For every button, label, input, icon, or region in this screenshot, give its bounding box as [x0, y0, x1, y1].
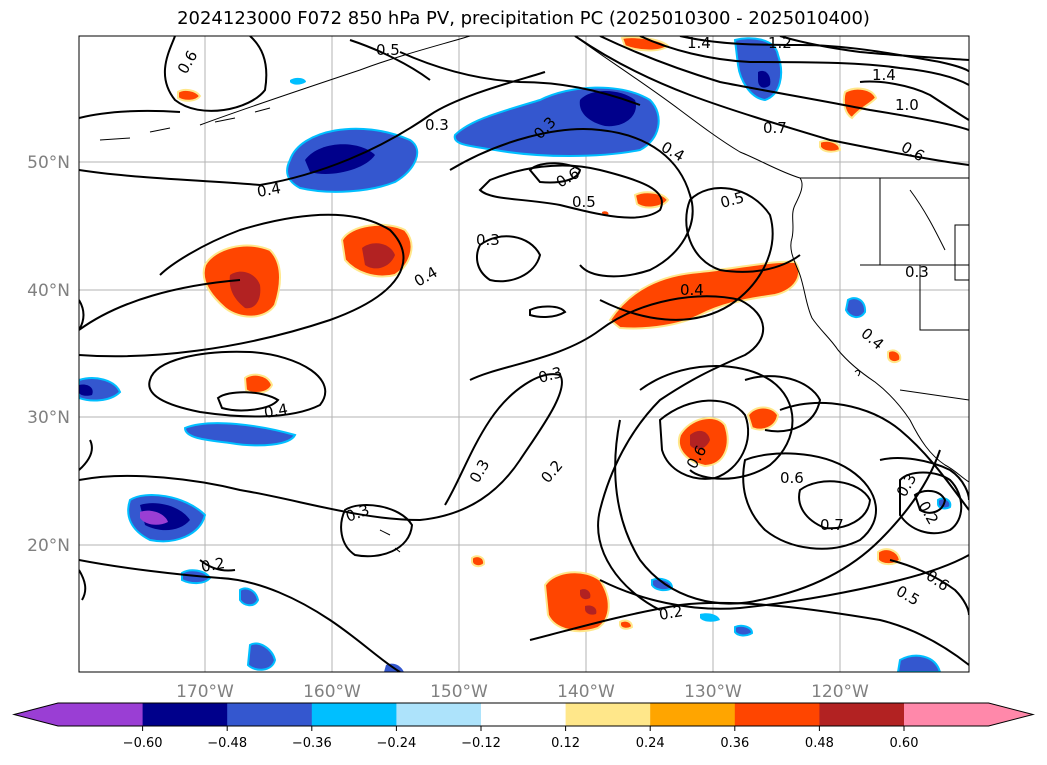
- contour-label: 0.5: [572, 193, 596, 211]
- colorbar-extend-low: [14, 703, 58, 726]
- contour-label: 0.4: [263, 400, 290, 422]
- lon-label: 120°W: [811, 682, 869, 702]
- lat-label: 50°N: [27, 153, 70, 173]
- colorbar-tick-label: −0.60: [123, 736, 163, 751]
- colorbar-tick-label: 0.12: [551, 736, 580, 751]
- colorbar-extend-high: [988, 703, 1033, 726]
- map-title: 2024123000 F072 850 hPa PV, precipitatio…: [177, 8, 870, 29]
- colorbar-segment: [734, 703, 820, 726]
- colorbar-tick-label: −0.48: [207, 736, 247, 751]
- colorbar-tick-label: 0.60: [890, 736, 919, 751]
- positive-pc-areas: [177, 36, 902, 633]
- colorbar-segment: [904, 703, 990, 726]
- map-border: [78, 35, 970, 673]
- colorbar: −0.60 −0.48 −0.36 −0.24 −0.12 0.12 0.24 0.36 0.4…: [12, 702, 1035, 751]
- negative-pc-areas: [79, 37, 952, 672]
- colorbar-segment: [565, 703, 651, 726]
- contour-label: 0.5: [376, 41, 400, 59]
- lon-label: 170°W: [176, 682, 234, 702]
- colorbar-tick-label: −0.12: [461, 736, 501, 751]
- colorbar-segment: [650, 703, 736, 726]
- colorbar-segment: [311, 703, 397, 726]
- contour-label: 0.4: [256, 179, 283, 201]
- contour-label: 0.5: [718, 188, 746, 212]
- contour-label: 0.2: [658, 602, 685, 624]
- colorbar-tick-label: 0.48: [805, 736, 834, 751]
- coastlines: [99, 36, 969, 553]
- lat-label: 20°N: [27, 536, 70, 556]
- lon-label: 140°W: [557, 682, 615, 702]
- contour-label: 1.2: [768, 34, 792, 52]
- colorbar-tick-label: 0.24: [636, 736, 665, 751]
- colorbar-tick-label: 0.36: [720, 736, 749, 751]
- contour-label: 0.3: [536, 363, 564, 387]
- colorbar-segment: [481, 703, 567, 726]
- contour-label: 0.6: [780, 469, 804, 487]
- latitude-labels: 50°N 40°N 30°N 20°N: [27, 153, 70, 556]
- contour-label: 1.0: [895, 96, 919, 114]
- lat-label: 30°N: [27, 408, 70, 428]
- contour-label: 1.4: [872, 66, 896, 84]
- colorbar-segment: [819, 703, 905, 726]
- pv-contours: [79, 36, 969, 672]
- contour-label: 0.4: [680, 281, 704, 299]
- lon-label: 150°W: [430, 682, 488, 702]
- colorbar-outline: [12, 702, 1035, 727]
- lon-label: 130°W: [684, 682, 742, 702]
- colorbar-segment: [142, 703, 228, 726]
- lat-label: 40°N: [27, 281, 70, 301]
- colorbar-tick-label: −0.36: [292, 736, 332, 751]
- lon-label: 160°W: [303, 682, 361, 702]
- contour-label: 0.7: [763, 119, 787, 137]
- colorbar-segment: [227, 703, 313, 726]
- contour-label: 0.7: [820, 516, 844, 534]
- contour-label: 0.3: [425, 116, 449, 134]
- colorbar-tick-label: −0.24: [376, 736, 416, 751]
- contour-label: 0.2: [200, 554, 227, 576]
- contour-label: 0.3: [476, 231, 500, 249]
- contour-label: 0.3: [905, 263, 929, 281]
- colorbar-segment: [58, 703, 144, 726]
- contour-label: 1.4: [687, 34, 711, 52]
- longitude-labels: 170°W 160°W 150°W 140°W 130°W 120°W: [176, 682, 869, 702]
- colorbar-segment: [396, 703, 482, 726]
